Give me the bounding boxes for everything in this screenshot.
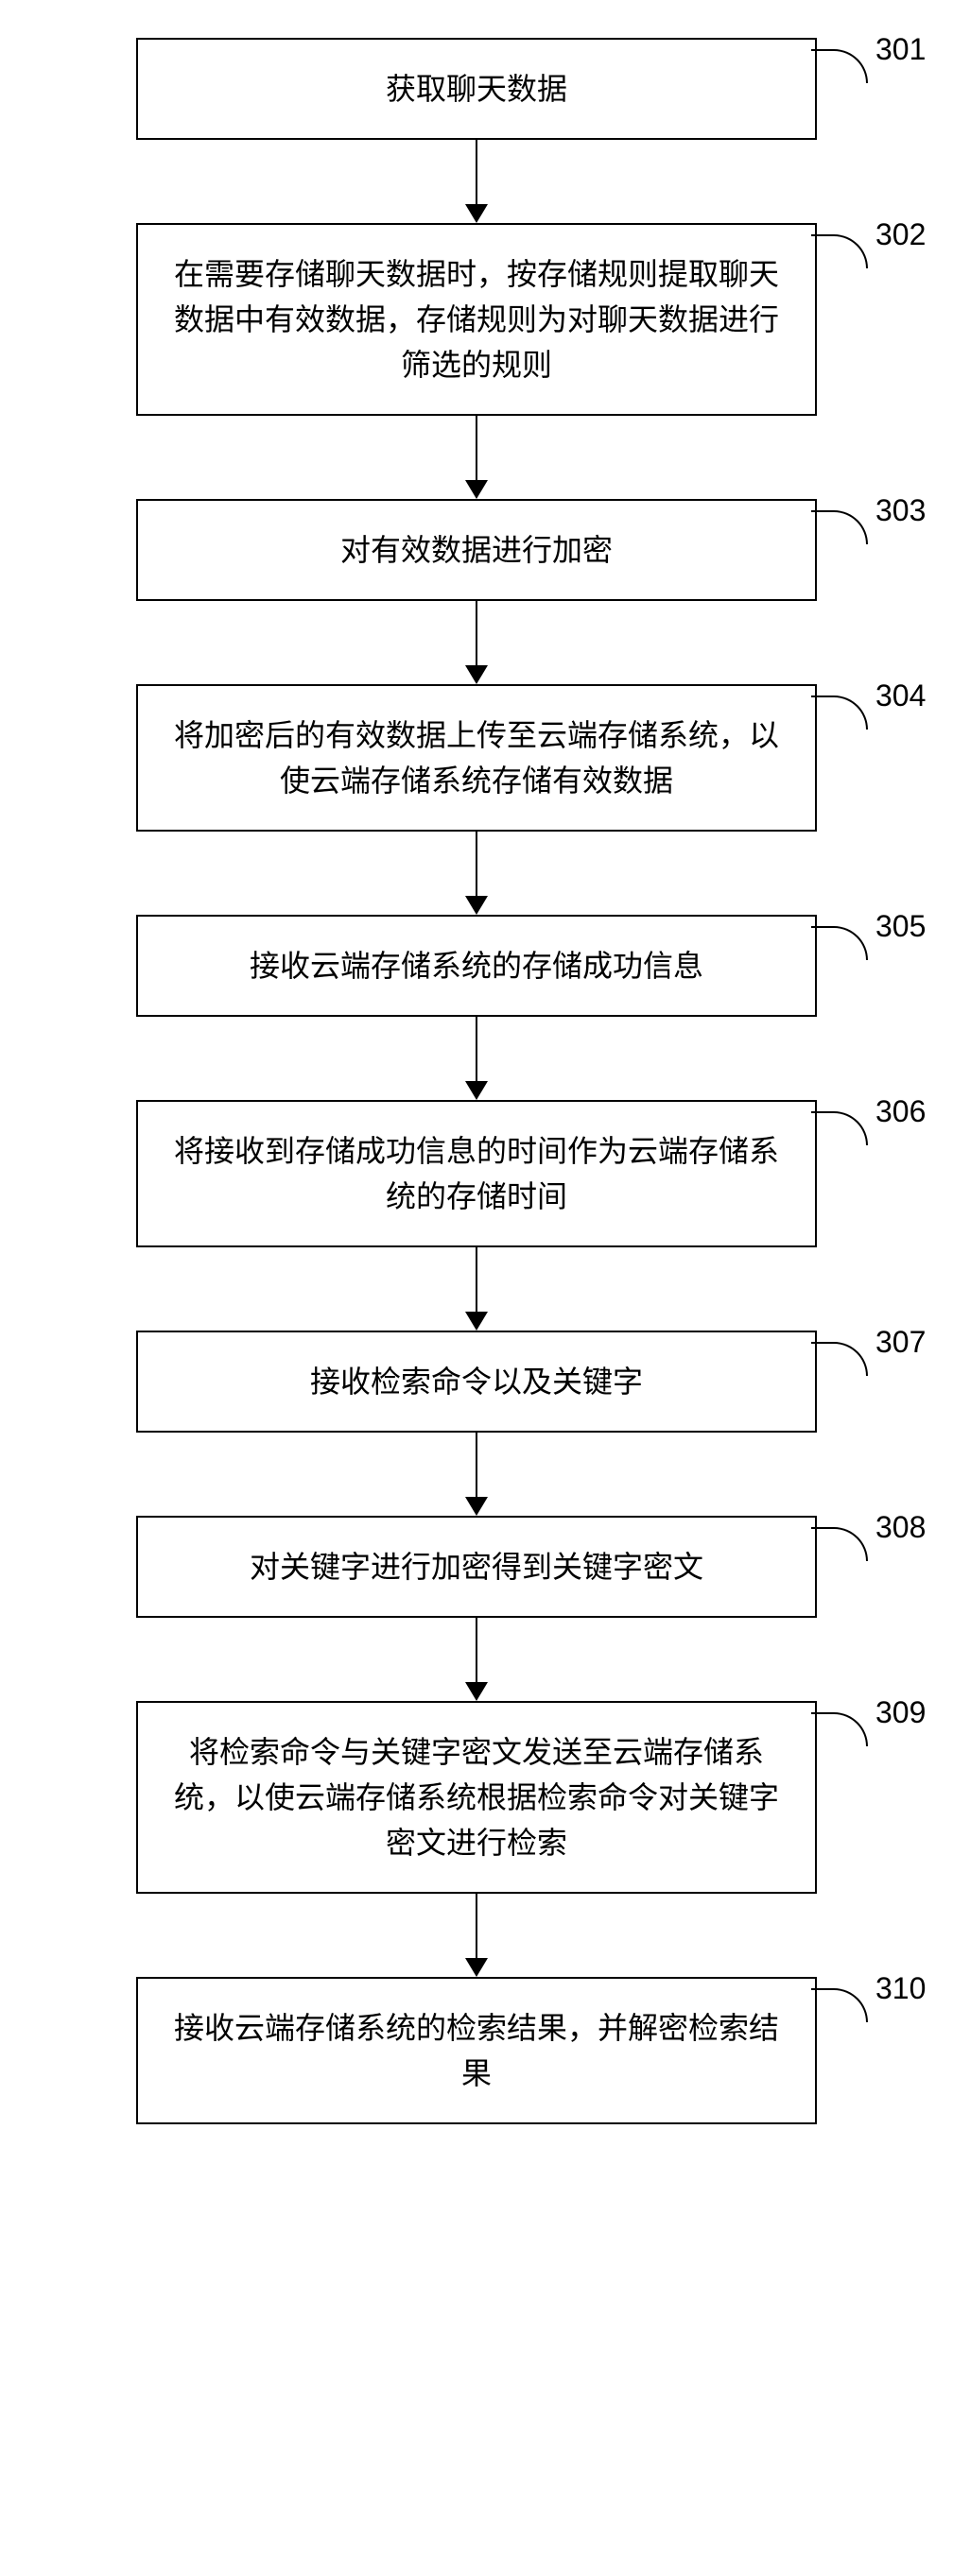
step-label-wrap: 305 [817, 915, 926, 960]
leader-line [811, 234, 868, 268]
step-id-label: 301 [875, 32, 926, 67]
flow-step: 将接收到存储成功信息的时间作为云端存储系统的存储时间 306 [0, 1100, 953, 1247]
step-text: 对关键字进行加密得到关键字密文 [250, 1544, 703, 1589]
arrow-down [465, 1017, 488, 1100]
arrow-down [465, 1433, 488, 1516]
step-id-label: 309 [875, 1695, 926, 1730]
step-id-label: 307 [875, 1325, 926, 1360]
arrow-shaft [476, 1247, 477, 1314]
step-label-wrap: 306 [817, 1100, 926, 1145]
flow-step: 将检索命令与关键字密文发送至云端存储系统，以使云端存储系统根据检索命令对关键字密… [0, 1701, 953, 1894]
arrow-head-icon [465, 204, 488, 223]
step-text: 将加密后的有效数据上传至云端存储系统，以使云端存储系统存储有效数据 [166, 713, 787, 803]
arrow-shaft [476, 1618, 477, 1684]
leader-line [811, 1342, 868, 1376]
step-box-310: 接收云端存储系统的检索结果，并解密检索结果 [136, 1977, 817, 2124]
arrow-head-icon [465, 1958, 488, 1977]
step-label-wrap: 303 [817, 499, 926, 544]
step-box-307: 接收检索命令以及关键字 [136, 1331, 817, 1433]
arrow-head-icon [465, 665, 488, 684]
flow-step: 接收云端存储系统的检索结果，并解密检索结果 310 [0, 1977, 953, 2124]
arrow-shaft [476, 1433, 477, 1499]
step-text: 将检索命令与关键字密文发送至云端存储系统，以使云端存储系统根据检索命令对关键字密… [166, 1729, 787, 1865]
step-id-label: 303 [875, 493, 926, 528]
step-label-wrap: 302 [817, 223, 926, 268]
arrow-head-icon [465, 1497, 488, 1516]
step-box-306: 将接收到存储成功信息的时间作为云端存储系统的存储时间 [136, 1100, 817, 1247]
arrow-down [465, 1247, 488, 1331]
step-label-wrap: 309 [817, 1701, 926, 1746]
flow-step: 在需要存储聊天数据时，按存储规则提取聊天数据中有效数据，存储规则为对聊天数据进行… [0, 223, 953, 416]
step-box-303: 对有效数据进行加密 [136, 499, 817, 601]
step-text: 在需要存储聊天数据时，按存储规则提取聊天数据中有效数据，存储规则为对聊天数据进行… [166, 251, 787, 387]
arrow-shaft [476, 832, 477, 898]
arrow-down [465, 140, 488, 223]
flow-step: 对关键字进行加密得到关键字密文 308 [0, 1516, 953, 1618]
arrow-head-icon [465, 480, 488, 499]
step-id-label: 302 [875, 217, 926, 252]
flow-step: 对有效数据进行加密 303 [0, 499, 953, 601]
arrow-shaft [476, 1017, 477, 1083]
leader-line [811, 1111, 868, 1145]
step-label-wrap: 310 [817, 1977, 926, 2022]
step-box-305: 接收云端存储系统的存储成功信息 [136, 915, 817, 1017]
arrow-down [465, 1894, 488, 1977]
step-box-309: 将检索命令与关键字密文发送至云端存储系统，以使云端存储系统根据检索命令对关键字密… [136, 1701, 817, 1894]
step-text: 接收检索命令以及关键字 [310, 1359, 643, 1404]
arrow-head-icon [465, 1682, 488, 1701]
leader-line [811, 926, 868, 960]
leader-line [811, 1712, 868, 1746]
arrow-shaft [476, 601, 477, 667]
step-box-301: 获取聊天数据 [136, 38, 817, 140]
step-box-308: 对关键字进行加密得到关键字密文 [136, 1516, 817, 1618]
step-label-wrap: 301 [817, 38, 926, 83]
leader-line [811, 696, 868, 730]
flow-step: 接收检索命令以及关键字 307 [0, 1331, 953, 1433]
arrow-down [465, 601, 488, 684]
step-id-label: 305 [875, 909, 926, 944]
step-box-304: 将加密后的有效数据上传至云端存储系统，以使云端存储系统存储有效数据 [136, 684, 817, 832]
step-text: 接收云端存储系统的存储成功信息 [250, 943, 703, 988]
step-label-wrap: 308 [817, 1516, 926, 1561]
arrow-head-icon [465, 896, 488, 915]
step-text: 接收云端存储系统的检索结果，并解密检索结果 [166, 2005, 787, 2096]
arrow-shaft [476, 416, 477, 482]
step-label-wrap: 307 [817, 1331, 926, 1376]
step-text: 将接收到存储成功信息的时间作为云端存储系统的存储时间 [166, 1128, 787, 1219]
arrow-shaft [476, 140, 477, 206]
step-box-302: 在需要存储聊天数据时，按存储规则提取聊天数据中有效数据，存储规则为对聊天数据进行… [136, 223, 817, 416]
step-id-label: 308 [875, 1510, 926, 1545]
arrow-down [465, 832, 488, 915]
flow-step: 获取聊天数据 301 [0, 38, 953, 140]
arrow-shaft [476, 1894, 477, 1960]
leader-line [811, 1988, 868, 2022]
leader-line [811, 49, 868, 83]
step-text: 获取聊天数据 [386, 66, 567, 112]
arrow-head-icon [465, 1081, 488, 1100]
flowchart: 获取聊天数据 301 在需要存储聊天数据时，按存储规则提取聊天数据中有效数据，存… [0, 38, 953, 2124]
step-id-label: 306 [875, 1094, 926, 1129]
step-label-wrap: 304 [817, 684, 926, 730]
arrow-head-icon [465, 1312, 488, 1331]
flow-step: 将加密后的有效数据上传至云端存储系统，以使云端存储系统存储有效数据 304 [0, 684, 953, 832]
step-id-label: 310 [875, 1971, 926, 2006]
leader-line [811, 510, 868, 544]
step-text: 对有效数据进行加密 [340, 527, 613, 573]
flow-step: 接收云端存储系统的存储成功信息 305 [0, 915, 953, 1017]
arrow-down [465, 416, 488, 499]
leader-line [811, 1527, 868, 1561]
step-id-label: 304 [875, 678, 926, 713]
arrow-down [465, 1618, 488, 1701]
